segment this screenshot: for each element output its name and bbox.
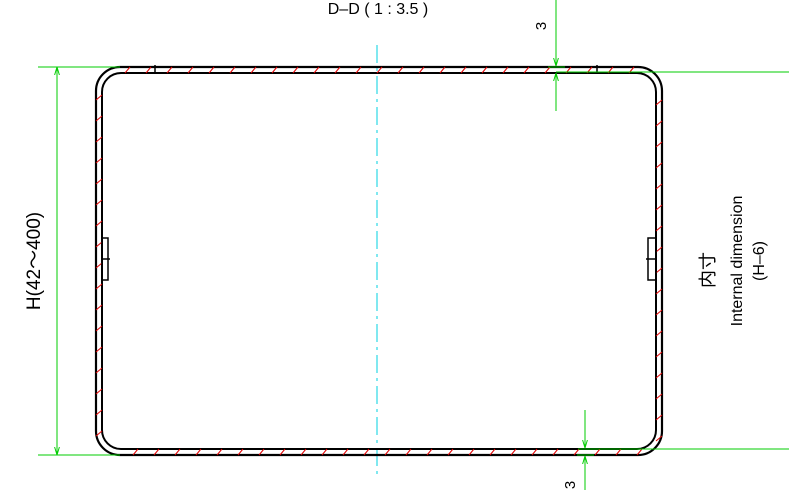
hatch-tick (95, 220, 103, 227)
section-title: D–D ( 1 : 3.5 ) (328, 1, 428, 18)
hatch-tick (655, 99, 663, 106)
hatch-tick (655, 267, 663, 274)
hatch-tick (523, 66, 530, 74)
hatch-tick (655, 435, 663, 442)
inner-wall (101, 72, 657, 450)
hatch-tick (95, 178, 103, 185)
hatch-tick (636, 448, 643, 456)
hatch-tick (258, 448, 265, 456)
hatch-tick (95, 115, 103, 122)
internal-label-en: Internal dimension (729, 196, 746, 327)
hatch-tick (153, 448, 160, 456)
hatch-tick (655, 393, 663, 400)
top-wall-dimension (548, 0, 565, 111)
hatch-tick (655, 141, 663, 148)
hatch-tick (95, 136, 103, 143)
hatch-tick (655, 351, 663, 358)
hatch-tick (95, 262, 103, 269)
hatch-tick (460, 66, 467, 74)
hatch-tick (655, 330, 663, 337)
height-label: H(42〜400) (24, 212, 45, 310)
hatch-tick (655, 309, 663, 316)
hatch-tick (313, 66, 320, 74)
hatch-tick (95, 388, 103, 395)
hatch-tick (439, 66, 446, 74)
right-joint (646, 237, 657, 281)
hatch-tick (655, 183, 663, 190)
hatch-tick (279, 448, 286, 456)
height-dimension (38, 66, 120, 456)
hatch-tick (384, 448, 391, 456)
hatch-tick (250, 66, 257, 74)
hatch-tick (552, 448, 559, 456)
hatch-tick (166, 66, 173, 74)
hatch-tick (95, 430, 103, 437)
hatch-tick (397, 66, 404, 74)
hatch-tick (655, 288, 663, 295)
bottom-wall-value: 3 (562, 481, 579, 489)
hatch-tick (292, 66, 299, 74)
hatch-tick (300, 448, 307, 456)
internal-label-formula: (H–6) (751, 241, 768, 281)
internal-label-jp: 内寸 (698, 252, 718, 288)
hatch-tick (334, 66, 341, 74)
hatch-tick (655, 162, 663, 169)
hatch-tick (95, 367, 103, 374)
hatch-tick (145, 66, 152, 74)
right-extension-lines (556, 71, 789, 450)
hatch-tick (615, 448, 622, 456)
hatch-tick (132, 448, 139, 456)
hatch-tick (124, 66, 131, 74)
left-joint (101, 237, 110, 281)
top-wall-value: 3 (533, 22, 550, 30)
hatch-tick (655, 120, 663, 127)
outer-wall (94, 65, 664, 457)
hatch-tick (95, 346, 103, 353)
hatch-tick (573, 448, 580, 456)
hatch-tick (502, 66, 509, 74)
hatch-tick (95, 94, 103, 101)
hatch-tick (531, 448, 538, 456)
wall-hatching (95, 66, 663, 456)
hatch-tick (468, 448, 475, 456)
hatch-tick (195, 448, 202, 456)
hatch-tick (342, 448, 349, 456)
hatch-tick (187, 66, 194, 74)
hatch-tick (363, 448, 370, 456)
hatch-tick (321, 448, 328, 456)
hatch-tick (229, 66, 236, 74)
hatch-tick (208, 66, 215, 74)
hatch-tick (655, 414, 663, 421)
hatch-tick (481, 66, 488, 74)
hatch-tick (95, 241, 103, 248)
hatch-tick (418, 66, 425, 74)
hatch-tick (426, 448, 433, 456)
hatch-tick (544, 66, 551, 74)
hatch-tick (95, 409, 103, 416)
hatch-tick (655, 204, 663, 211)
bottom-wall-dimension (577, 410, 594, 490)
hatch-tick (655, 372, 663, 379)
hatch-tick (594, 448, 601, 456)
hatch-tick (510, 448, 517, 456)
hatch-tick (95, 304, 103, 311)
hatch-tick (489, 448, 496, 456)
hatch-tick (405, 448, 412, 456)
hatch-tick (95, 199, 103, 206)
hatch-tick (655, 225, 663, 232)
hatch-tick (95, 283, 103, 290)
hatch-tick (655, 246, 663, 253)
hatch-tick (216, 448, 223, 456)
hatch-tick (271, 66, 278, 74)
hatch-tick (355, 66, 362, 74)
hatch-tick (237, 448, 244, 456)
hatch-tick (174, 448, 181, 456)
hatch-tick (376, 66, 383, 74)
hatch-tick (447, 448, 454, 456)
hatch-tick (95, 325, 103, 332)
hatch-tick (95, 157, 103, 164)
